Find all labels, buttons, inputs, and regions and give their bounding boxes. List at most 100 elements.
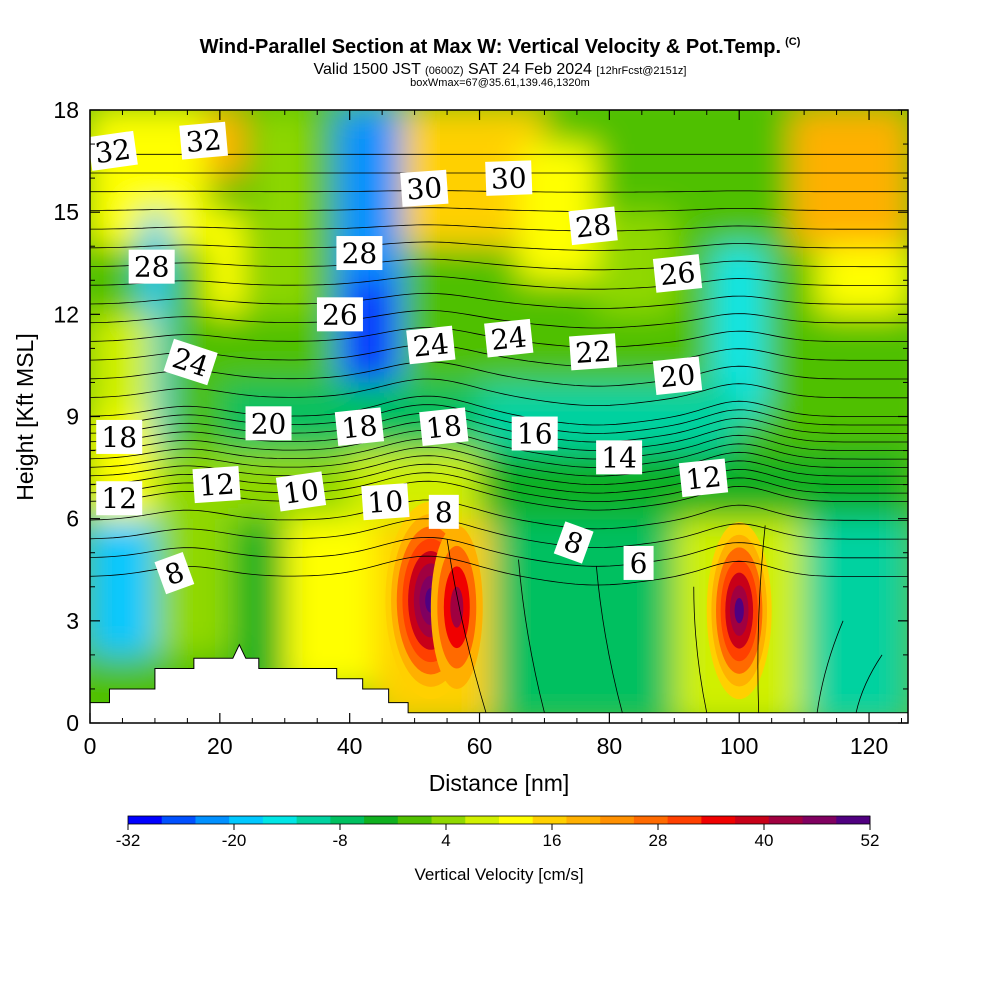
theta-label-text: 16 xyxy=(517,418,553,451)
valid-utc: (0600Z) xyxy=(425,65,464,77)
theta-label-text: 24 xyxy=(489,320,528,357)
theta-label-bg xyxy=(163,338,218,386)
chart-subtitle: Valid 1500 JST (0600Z) SAT 24 Feb 2024 [… xyxy=(0,61,1000,79)
theta-contour xyxy=(90,275,908,290)
theta-contour xyxy=(757,525,766,713)
theta-label-text: 18 xyxy=(101,421,137,454)
colorbar-swatch xyxy=(397,816,433,824)
theta-contour xyxy=(90,310,908,329)
theta-label: 12 xyxy=(678,458,729,498)
theta-label-text: 20 xyxy=(251,407,287,440)
colorbar-swatch xyxy=(262,816,298,824)
colorbar-tick-label: -20 xyxy=(222,831,247,850)
theta-contour xyxy=(90,292,908,309)
theta-label: 6 xyxy=(623,545,654,580)
theta-label: 26 xyxy=(652,254,703,293)
colorbar-tick-label: 4 xyxy=(441,831,450,850)
theta-label: 24 xyxy=(163,338,218,386)
colorbar-swatch xyxy=(836,816,871,824)
colorbar-swatch xyxy=(195,816,230,824)
colorbar-swatch xyxy=(296,816,331,824)
x-tick-label: 20 xyxy=(207,733,233,759)
theta-label-bg xyxy=(623,545,654,580)
theta-contour xyxy=(90,421,908,451)
theta-contour xyxy=(90,536,908,567)
theta-label: 18 xyxy=(419,407,469,447)
theta-label-bg xyxy=(154,552,195,595)
colorbar-swatch xyxy=(633,816,669,824)
axes: 0 20 40 60 80 100 120 0 3 6 9 12 15 18 xyxy=(53,97,908,759)
theta-label-bg xyxy=(316,297,363,332)
theta-label-text: 22 xyxy=(574,335,612,370)
field-cell xyxy=(817,246,908,315)
theta-label-bg xyxy=(511,416,558,451)
theta-label-text: 12 xyxy=(684,460,723,497)
x-tick-label: 40 xyxy=(337,733,363,759)
x-tick-label: 60 xyxy=(467,733,493,759)
x-axis-label: Distance [nm] xyxy=(429,770,570,796)
theta-label: 28 xyxy=(568,206,618,246)
theta-label-text: 8 xyxy=(435,496,453,529)
theta-contour xyxy=(595,566,623,713)
theta-contour xyxy=(90,412,908,443)
theta-label-text: 26 xyxy=(322,298,358,331)
theta-label-bg xyxy=(652,356,703,395)
theta-label-bg xyxy=(568,206,618,246)
theta-label: 8 xyxy=(154,552,195,595)
field-cell xyxy=(90,314,155,417)
theta-label: 12 xyxy=(192,466,241,504)
colorbar-swatch xyxy=(330,816,365,824)
theta-label-text: 12 xyxy=(198,467,236,502)
theta-label-bg xyxy=(406,325,456,365)
theta-label: 28 xyxy=(336,236,383,271)
x-tick-label: 80 xyxy=(597,733,623,759)
theta-contour xyxy=(90,241,908,251)
theta-label-text: 14 xyxy=(601,441,637,474)
valid-date: SAT 24 Feb 2024 xyxy=(468,61,592,78)
theta-label-bg xyxy=(419,407,469,447)
theta-contour xyxy=(90,518,908,548)
theta-label: 30 xyxy=(485,160,533,196)
theta-label-bg xyxy=(569,333,618,371)
y-tick-label: 12 xyxy=(53,301,79,327)
theta-label: 10 xyxy=(361,483,410,521)
theta-label: 16 xyxy=(511,416,558,451)
theta-contour xyxy=(90,344,908,368)
theta-label-bg xyxy=(179,121,229,160)
theta-label-bg xyxy=(334,407,385,447)
theta-label-bg xyxy=(485,160,533,196)
theta-label: 22 xyxy=(569,333,618,371)
theta-label-text: 30 xyxy=(405,171,443,206)
theta-label: 24 xyxy=(406,325,456,365)
theta-contour xyxy=(90,499,908,530)
theta-label-text: 18 xyxy=(424,409,463,446)
colorbar-frame xyxy=(127,815,871,825)
theta-label-bg xyxy=(275,471,327,512)
theta-label-bg xyxy=(87,130,138,171)
updraft-cores xyxy=(385,501,772,700)
theta-label: 20 xyxy=(652,356,703,395)
theta-label: 18 xyxy=(334,407,385,447)
theta-label: 18 xyxy=(96,419,143,454)
colorbar-swatch xyxy=(532,816,567,824)
theta-contour xyxy=(90,258,908,271)
colorbar-tick-label: 40 xyxy=(755,831,774,850)
y-tick-label: 0 xyxy=(66,710,79,736)
theta-label-bg xyxy=(400,169,449,207)
colorbar-tick-label: 16 xyxy=(543,831,562,850)
theta-label-bg xyxy=(128,249,175,284)
field-cell xyxy=(804,518,908,723)
y-axis-label: Height [Kft MSL] xyxy=(12,333,38,500)
theta-contour xyxy=(90,378,908,406)
theta-contour xyxy=(693,586,708,713)
colorbar-swatch xyxy=(229,816,264,824)
colorbar-swatch xyxy=(667,816,702,824)
updraft-band xyxy=(734,597,744,624)
chart-title-tag: (C) xyxy=(785,36,801,49)
y-tick-label: 3 xyxy=(66,608,79,634)
colorbar-swatch xyxy=(499,816,534,824)
theta-contour xyxy=(90,207,908,212)
theta-label-text: 28 xyxy=(574,208,613,245)
y-tick-label: 9 xyxy=(66,404,79,430)
